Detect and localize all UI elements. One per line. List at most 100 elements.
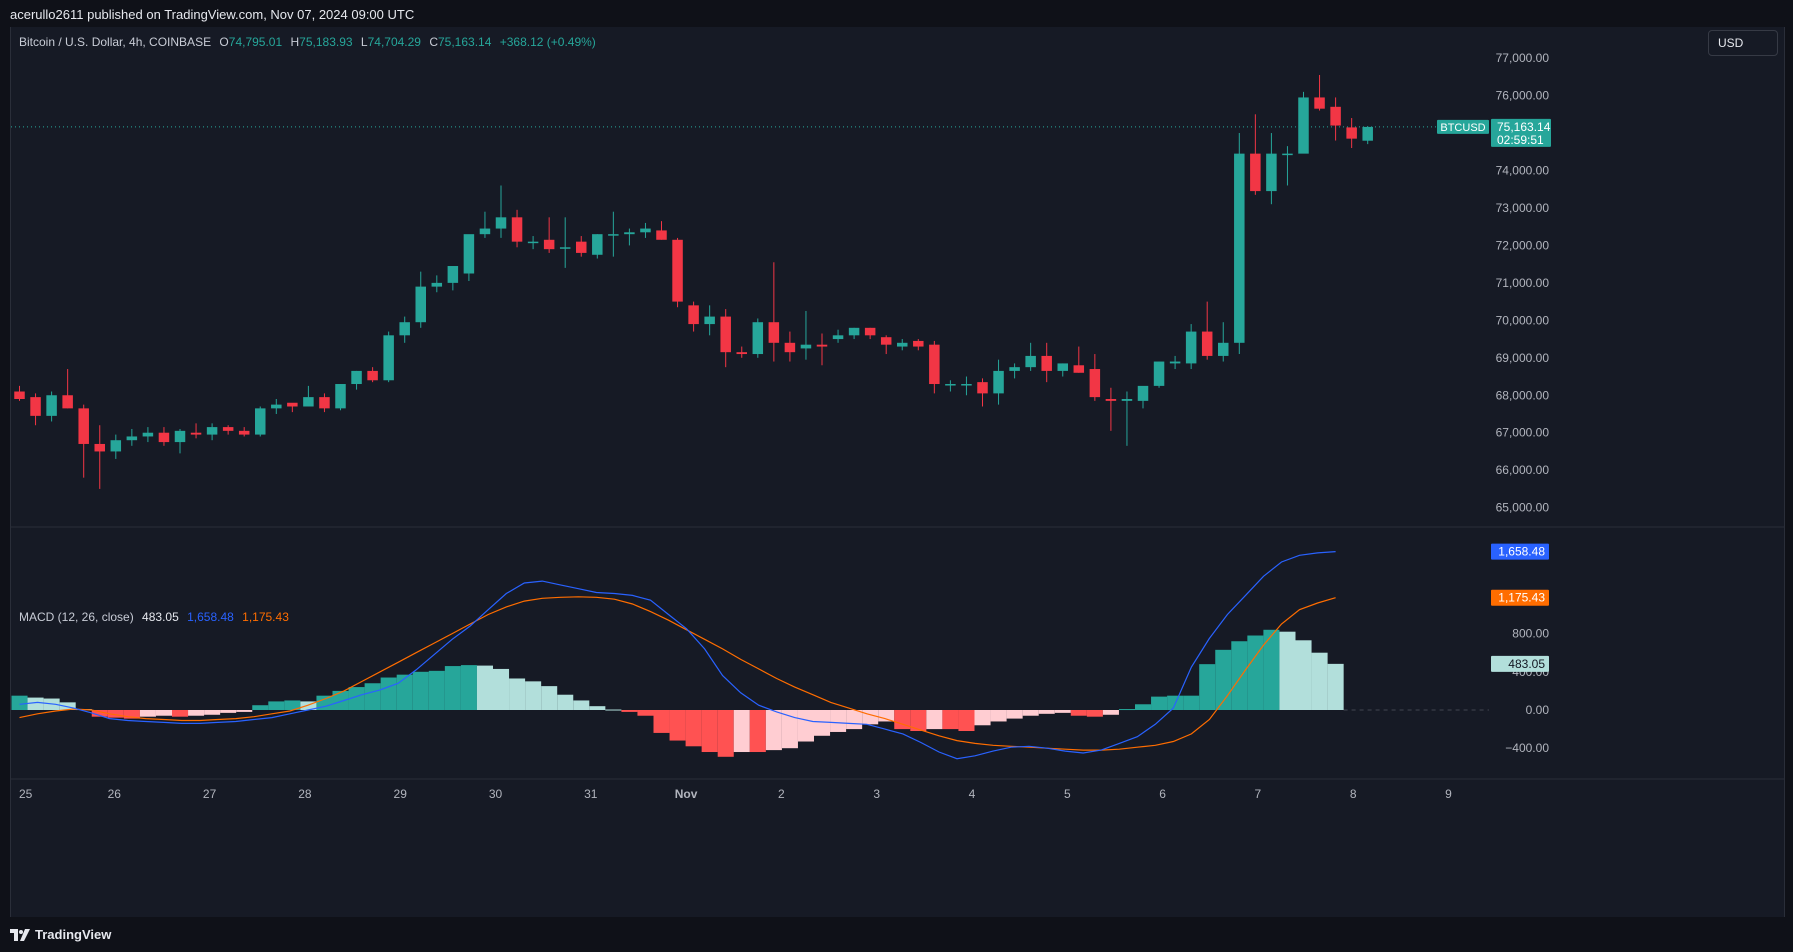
macd-histogram-bar	[1295, 640, 1312, 710]
macd-histogram-bar	[990, 710, 1007, 722]
macd-histogram-bar	[204, 710, 221, 715]
macd-histogram-bar	[316, 695, 333, 710]
macd-histogram-bar	[396, 674, 413, 710]
candle-body	[62, 395, 73, 409]
macd-histogram-bar	[717, 710, 734, 757]
macd-histogram-bar	[268, 701, 285, 710]
candle-body	[704, 316, 715, 325]
macd-signal-tag-bg	[1491, 589, 1549, 606]
candle-body	[1185, 331, 1197, 364]
time-tick-label: 5	[1064, 787, 1071, 801]
macd-histogram-bar	[1311, 652, 1328, 710]
candle-body	[431, 282, 443, 287]
macd-histogram-bar	[685, 710, 702, 747]
macd-histogram-bar	[380, 677, 397, 710]
candle-body	[1314, 97, 1325, 109]
candle-body	[961, 384, 972, 386]
candle-body	[206, 427, 218, 435]
macd-histogram-bar	[91, 710, 108, 717]
macd-histogram-bar	[332, 690, 349, 710]
chart-canvas[interactable]: 77,000.0076,000.0075,000.0074,000.0073,0…	[11, 27, 1784, 917]
macd-histogram-bar	[220, 710, 237, 713]
macd-histogram-bar	[1118, 709, 1135, 711]
macd-histogram-bar	[733, 710, 750, 753]
time-tick-label: 6	[1159, 787, 1166, 801]
candle-body	[1218, 342, 1229, 356]
candle-body	[415, 286, 426, 323]
macd-histogram-bar	[862, 710, 879, 725]
macd-histogram-bar	[1070, 710, 1087, 716]
candle-body	[495, 217, 507, 229]
candle-body	[110, 440, 122, 452]
macd-histogram-bar	[300, 701, 317, 710]
macd-histogram-bar	[1006, 710, 1023, 719]
candle-body	[656, 230, 667, 240]
macd-histogram-bar	[123, 710, 140, 719]
candle-body	[800, 344, 812, 349]
price-tick-label: 74,000.00	[1496, 163, 1550, 177]
candle-body	[752, 322, 764, 355]
candle-body	[1298, 97, 1309, 154]
candle-body	[608, 234, 619, 236]
candle-body	[1041, 355, 1052, 371]
macd-histogram-bar	[525, 681, 542, 710]
candle-body	[319, 397, 330, 409]
chart-frame[interactable]: 77,000.0076,000.0075,000.0074,000.0073,0…	[10, 27, 1785, 917]
symbol-name[interactable]: Bitcoin / U.S. Dollar, 4h, COINBASE	[19, 35, 212, 49]
macd-histogram-bar	[348, 687, 365, 710]
candles-layer	[11, 74, 1489, 489]
price-tag-value-bg	[1491, 118, 1551, 147]
macd-histogram-bar	[1054, 710, 1071, 713]
time-axis: 25 26 27 28 29 30 31 Nov 2 3 4 5 6 7 8 9	[11, 778, 1784, 801]
candle-body	[190, 432, 202, 435]
price-tick-label: 68,000.00	[1496, 388, 1550, 402]
macd-indicator-name[interactable]: MACD (12, 26, close)	[19, 610, 134, 624]
time-tick-label: 8	[1350, 787, 1357, 801]
candle-body	[174, 430, 186, 443]
macd-histogram-bar	[1022, 710, 1039, 716]
candle-body	[303, 397, 314, 407]
macd-histogram-bar	[139, 710, 156, 717]
candle-body	[142, 432, 154, 437]
candle-body	[222, 427, 234, 431]
macd-histogram-bar	[974, 710, 991, 726]
macd-line-tag: 1,658.48	[1498, 545, 1545, 559]
price-tick-label: 69,000.00	[1496, 351, 1550, 365]
macd-histogram-bar	[155, 710, 172, 716]
macd-histogram-bar	[621, 710, 638, 712]
time-tick-label: 26	[108, 787, 122, 801]
price-tick-label: 70,000.00	[1496, 313, 1550, 327]
price-tick-label: 71,000.00	[1496, 276, 1550, 290]
candle-body	[1169, 361, 1181, 364]
macd-histogram-bar	[172, 710, 189, 717]
macd-histogram-bar	[814, 710, 831, 736]
candle-body	[672, 239, 683, 302]
currency-button[interactable]: USD	[1708, 30, 1778, 56]
macd-histogram-tag: 483.05	[1508, 657, 1545, 671]
candle-body	[576, 241, 587, 253]
candle-body	[1201, 331, 1213, 356]
price-tick-label: 67,000.00	[1496, 426, 1550, 440]
candle-body	[238, 430, 250, 435]
macd-legend: MACD (12, 26, close) 483.05 1,658.48 1,1…	[19, 610, 289, 624]
footer-brand[interactable]: TradingView	[35, 927, 112, 942]
candle-body	[736, 352, 747, 355]
macd-histogram-bar	[557, 694, 574, 710]
candle-body	[1250, 153, 1261, 192]
macd-histogram-tag-bg	[1491, 655, 1549, 672]
candle-body	[1266, 153, 1277, 192]
macd-histogram-bar	[573, 700, 590, 710]
macd-histogram-bar	[541, 686, 558, 710]
time-tick-label: 25	[19, 787, 33, 801]
macd-signal-tag: 1,175.43	[1498, 591, 1545, 605]
macd-histogram-bar	[107, 710, 124, 718]
candle-body	[511, 217, 523, 242]
candle-body	[287, 402, 298, 407]
time-tick-label: 7	[1255, 787, 1262, 801]
macd-histogram-bar	[958, 710, 975, 732]
candle-body	[880, 337, 892, 345]
macd-layer	[11, 551, 1489, 760]
macd-histogram-bar	[1247, 635, 1264, 710]
candle-body	[1234, 153, 1245, 343]
macd-histogram-bar	[894, 710, 911, 730]
